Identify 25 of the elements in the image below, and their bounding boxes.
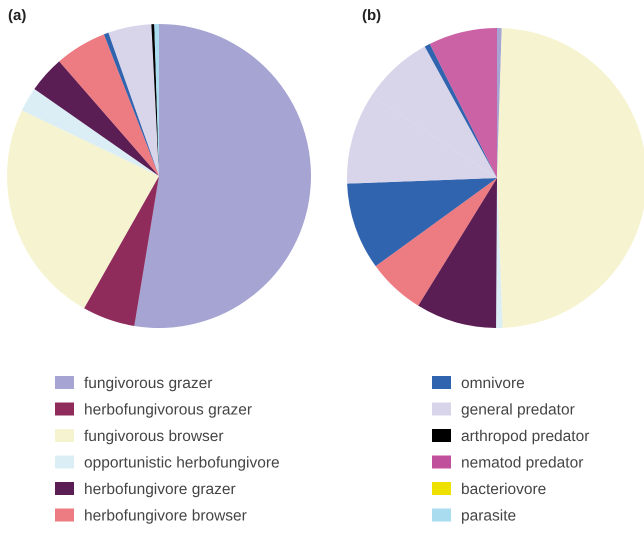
pie-slice — [376, 178, 497, 306]
legend-label: herbofungivorous grazer — [84, 402, 252, 418]
legend-label: parasite — [461, 508, 516, 524]
pie-slice — [134, 24, 311, 328]
pie-slice — [34, 61, 159, 176]
legend-label: general predator — [461, 402, 575, 418]
legend-label: fungivorous browser — [84, 428, 224, 445]
pie-slice — [424, 44, 497, 178]
legend-label: herbofungivore grazer — [84, 481, 236, 498]
legend-label: bacteriovore — [461, 481, 546, 498]
legend-label: nematod predator — [461, 454, 584, 472]
pie-slice — [347, 178, 497, 266]
pie-slice — [430, 28, 497, 178]
pie-slice — [418, 178, 497, 328]
pie-slice — [22, 88, 159, 176]
chart-title: (a) — [8, 7, 26, 24]
pie-slice — [7, 110, 159, 308]
legend-label: herbofungivore browser — [84, 508, 247, 524]
pie-slice — [59, 34, 159, 176]
legend-label: arthropod predator — [461, 428, 590, 445]
chart-title: (b) — [362, 7, 382, 24]
legend-label: fungivorous grazer — [84, 375, 212, 392]
legend-label: omnivore — [461, 375, 525, 392]
pie-slice — [84, 176, 159, 326]
legend-label: opportunistic herbofungivore — [84, 454, 280, 472]
